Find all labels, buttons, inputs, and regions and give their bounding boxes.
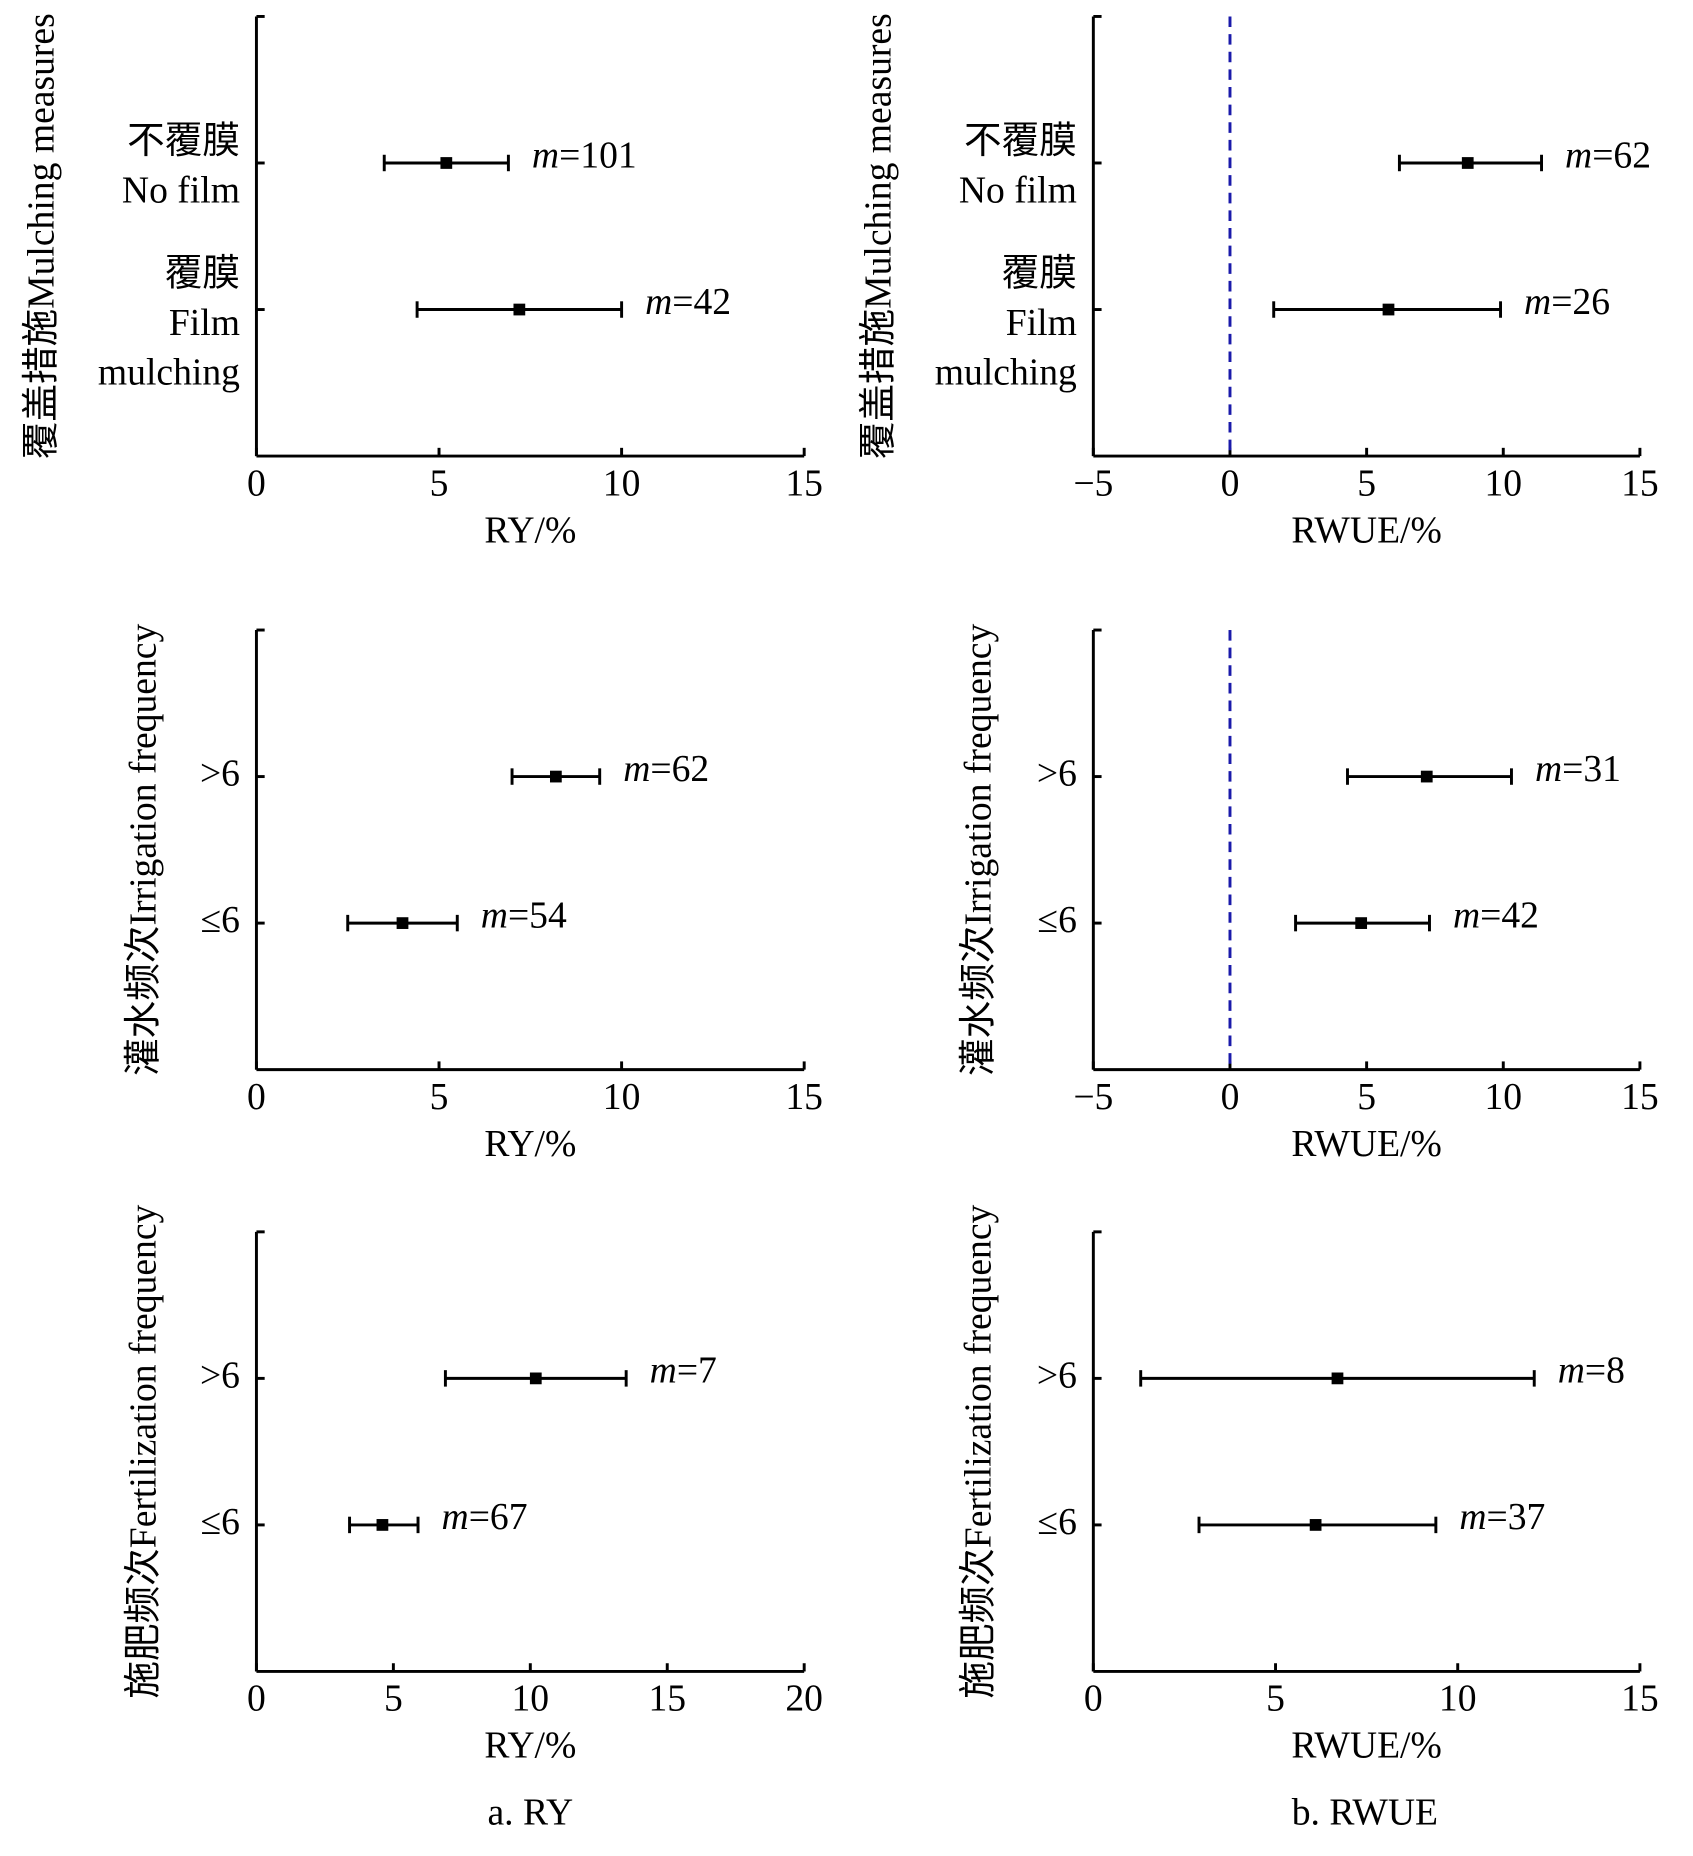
x-tick-label: 10: [512, 1678, 550, 1720]
point-estimate: [1461, 157, 1474, 169]
x-tick-label: 10: [1484, 462, 1522, 504]
sample-size-label: m=8: [1558, 1349, 1625, 1391]
sample-size-label: m=31: [1535, 747, 1621, 789]
category-label: ≤6: [201, 899, 240, 941]
category-label: >6: [1037, 1354, 1077, 1396]
point-estimate: [529, 1372, 542, 1385]
x-axis-label: RWUE/%: [1291, 509, 1441, 551]
category-label: >6: [200, 1354, 240, 1396]
point-estimate: [1309, 1519, 1322, 1531]
x-tick-label: 15: [648, 1678, 686, 1720]
x-tick-label: 15: [1621, 1678, 1659, 1720]
x-tick-label: 5: [384, 1678, 403, 1720]
x-tick-label: 5: [1357, 1076, 1376, 1118]
x-tick-label: 0: [247, 1678, 266, 1720]
x-tick-label: 10: [1484, 1076, 1522, 1118]
x-tick-label: 15: [785, 462, 823, 504]
sample-size-label: m=42: [645, 280, 731, 322]
point-estimate: [1420, 770, 1433, 783]
sample-size-label: m=101: [532, 134, 637, 176]
y-axis-label: 施肥频次Fertilization frequency: [957, 1204, 999, 1698]
sample-size-label: m=54: [481, 894, 567, 936]
point-estimate: [1355, 917, 1368, 929]
x-tick-label: 0: [1221, 462, 1240, 504]
sample-size-label: m=42: [1453, 894, 1539, 936]
y-axis-label: 覆盖措施Mulching measures: [20, 13, 62, 459]
sample-size-label: m=67: [442, 1496, 528, 1538]
category-label: >6: [1037, 752, 1077, 794]
category-label: ≤6: [1037, 1501, 1076, 1543]
point-estimate: [1382, 303, 1395, 316]
category-label: 不覆膜 No film: [959, 120, 1077, 211]
x-axis-label: RWUE/%: [1291, 1123, 1441, 1165]
sample-size-label: m=62: [623, 747, 709, 789]
x-axis-label: RY/%: [484, 509, 576, 551]
x-axis-label: RWUE/%: [1291, 1725, 1441, 1767]
sample-size-label: m=7: [650, 1349, 717, 1391]
x-tick-label: 5: [1357, 462, 1376, 504]
y-axis-label: 覆盖措施Mulching measures: [857, 13, 899, 459]
sample-size-label: m=26: [1524, 280, 1610, 322]
x-tick-label: 15: [1621, 462, 1659, 504]
caption: b. RWUE: [1292, 1792, 1438, 1834]
x-tick-label: 0: [247, 462, 266, 504]
x-tick-label: 10: [603, 1076, 641, 1118]
category-label: 覆膜 Film mulching: [98, 252, 240, 393]
caption: a. RY: [487, 1792, 573, 1834]
x-tick-label: 15: [1621, 1076, 1659, 1118]
sample-size-label: m=37: [1459, 1496, 1545, 1538]
point-estimate: [396, 917, 409, 929]
x-tick-label: 15: [785, 1076, 823, 1118]
x-tick-label: 20: [785, 1678, 823, 1720]
x-tick-label: 10: [603, 462, 641, 504]
x-tick-label: 0: [247, 1076, 266, 1118]
x-axis-label: RY/%: [484, 1123, 576, 1165]
x-tick-label: −5: [1073, 462, 1113, 504]
y-axis-label: 灌水频次Irrigation frequency: [957, 624, 999, 1076]
category-label: 覆膜 Film mulching: [935, 252, 1077, 393]
point-estimate: [1331, 1372, 1344, 1385]
x-tick-label: −5: [1073, 1076, 1113, 1118]
sample-size-label: m=62: [1565, 134, 1651, 176]
category-label: 不覆膜 No film: [122, 120, 240, 211]
point-estimate: [549, 770, 562, 783]
point-estimate: [513, 303, 526, 316]
y-axis-label: 施肥频次Fertilization frequency: [123, 1204, 165, 1698]
category-label: >6: [200, 752, 240, 794]
point-estimate: [440, 157, 453, 169]
x-tick-label: 0: [1221, 1076, 1240, 1118]
x-tick-label: 5: [1266, 1678, 1285, 1720]
y-axis-label: 灌水频次Irrigation frequency: [123, 624, 165, 1076]
x-tick-label: 10: [1439, 1678, 1477, 1720]
category-label: ≤6: [201, 1501, 240, 1543]
x-axis-label: RY/%: [484, 1725, 576, 1767]
x-tick-label: 5: [430, 462, 449, 504]
point-estimate: [376, 1519, 389, 1531]
x-tick-label: 5: [430, 1076, 449, 1118]
x-tick-label: 0: [1084, 1678, 1103, 1720]
category-label: ≤6: [1037, 899, 1076, 941]
